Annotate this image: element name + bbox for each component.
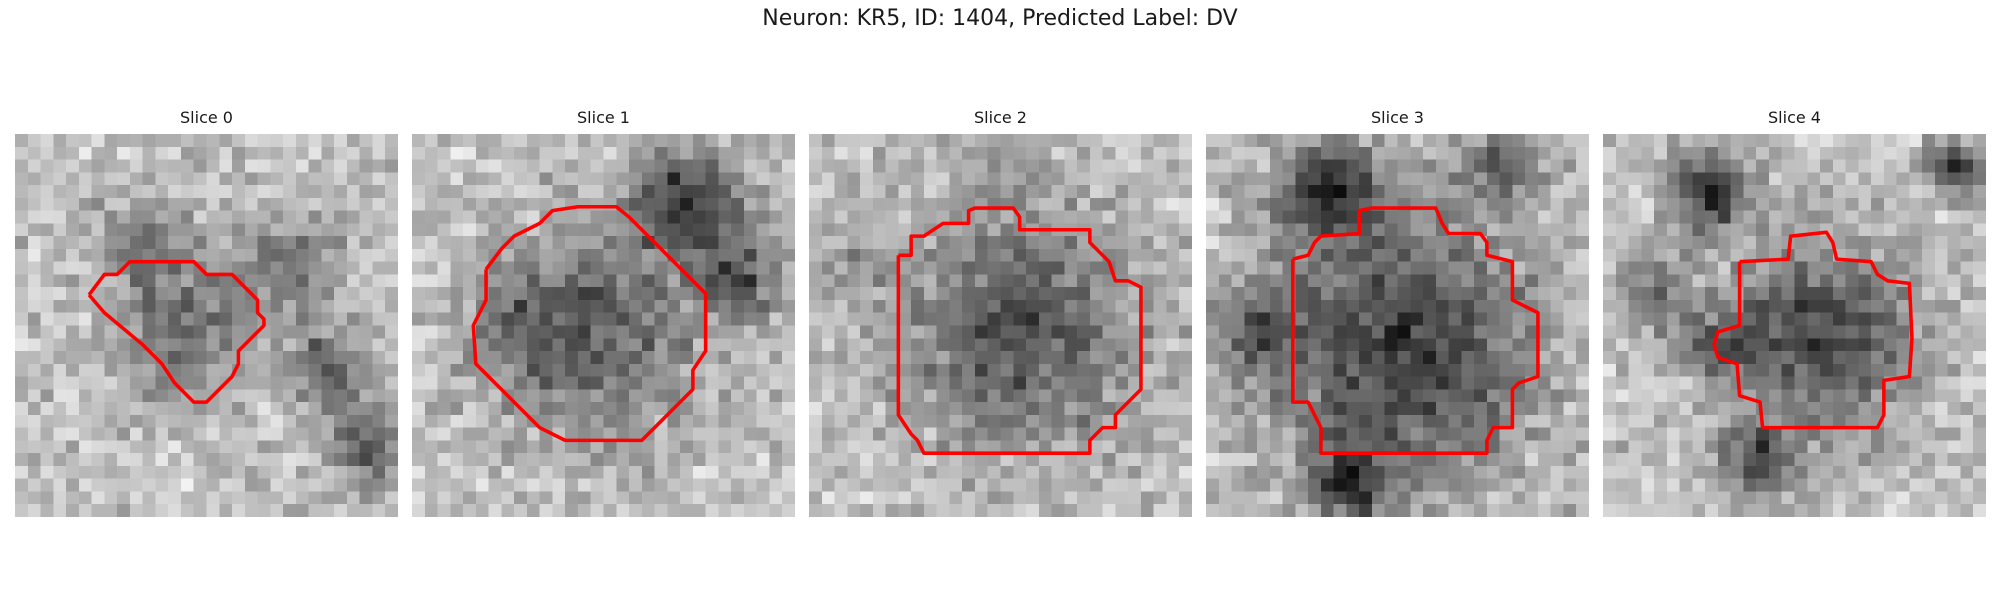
- slice-image: [15, 134, 398, 517]
- slice-title: Slice 1: [577, 108, 630, 127]
- slice-image: [412, 134, 795, 517]
- roi-contour: [471, 204, 708, 443]
- slice-title: Slice 0: [180, 108, 233, 127]
- figure-title: Neuron: KR5, ID: 1404, Predicted Label: …: [762, 6, 1238, 31]
- roi-contour: [1712, 230, 1914, 430]
- slice-title: Slice 2: [974, 108, 1027, 127]
- roi-contour: [1291, 206, 1540, 455]
- roi-contour: [896, 206, 1143, 455]
- slice-title: Slice 4: [1768, 108, 1821, 127]
- slice-title: Slice 3: [1371, 108, 1424, 127]
- roi-contour: [87, 259, 266, 404]
- slice-image: [1603, 134, 1986, 517]
